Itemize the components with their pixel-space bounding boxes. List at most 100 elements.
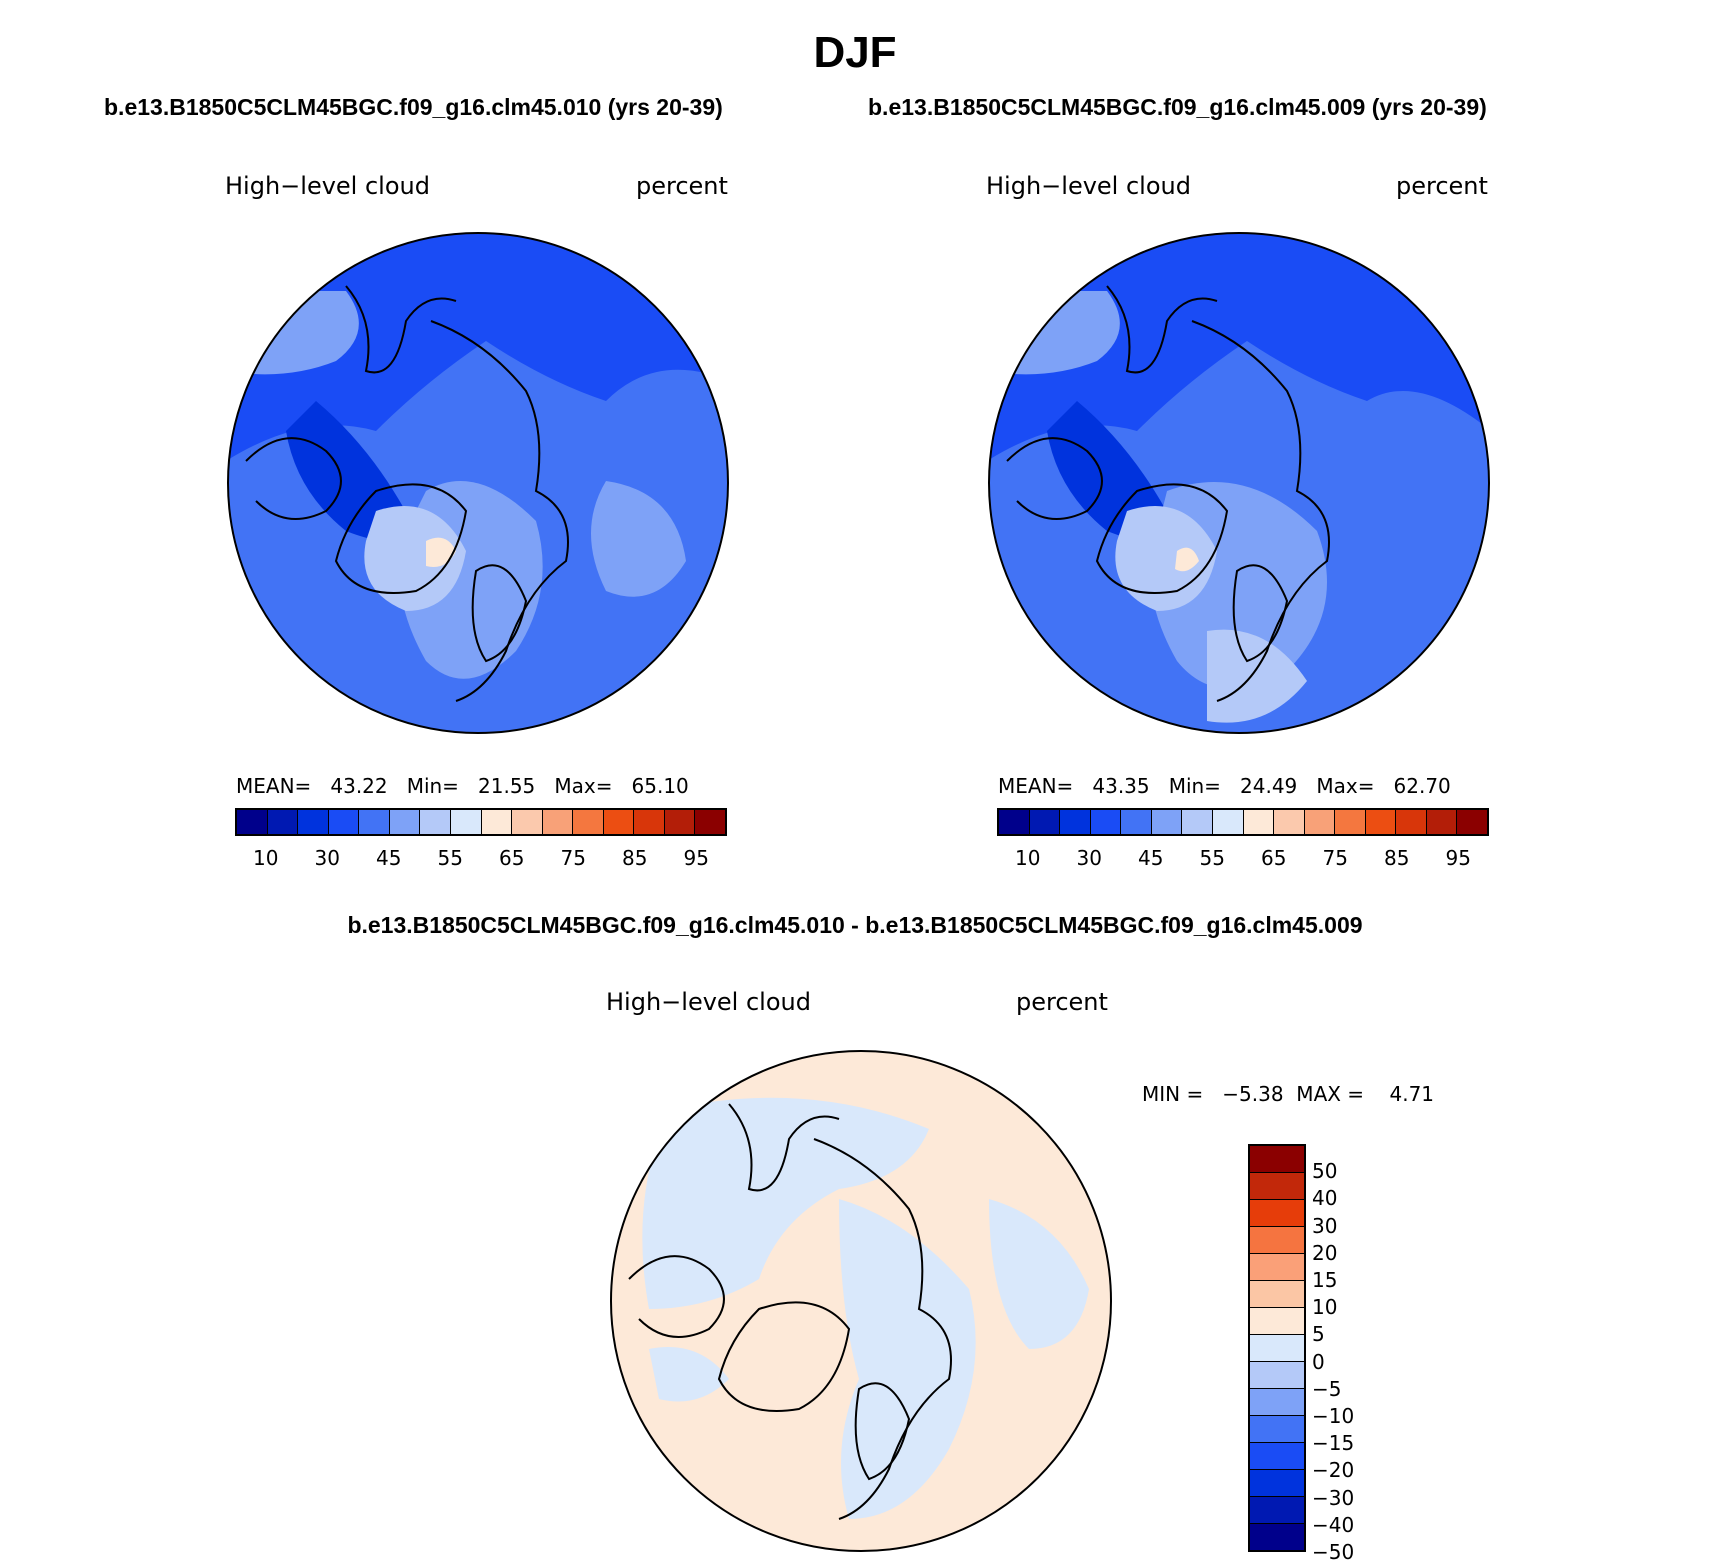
- colorbar-swatch: [1274, 810, 1305, 834]
- coastline: [471, 564, 528, 663]
- colorbar-swatch: [1250, 1173, 1304, 1200]
- colorbar-swatch: [1365, 810, 1397, 834]
- colorbar-tick-label: 65: [499, 846, 525, 870]
- coastline: [728, 1103, 840, 1192]
- colorbar-tick-label: −50: [1312, 1540, 1355, 1564]
- difference-units: percent: [1016, 988, 1108, 1016]
- colorbar-swatch: [1250, 1200, 1304, 1227]
- colorbar-swatch: [1426, 810, 1458, 834]
- field-high-cloud: [364, 506, 466, 611]
- colorbar-swatch: [1250, 1443, 1304, 1470]
- panel-right-units: percent: [1396, 172, 1488, 200]
- colorbar-tick-label: 40: [1312, 1186, 1338, 1211]
- colorbar-difference: [1248, 1144, 1306, 1552]
- colorbar-swatch: [1151, 810, 1183, 834]
- coastline: [717, 1301, 851, 1412]
- field-negative: [642, 1097, 929, 1309]
- colorbar-swatch: [1182, 810, 1213, 834]
- colorbar-swatch: [1304, 810, 1336, 834]
- difference-title: b.e13.B1850C5CLM45BGC.f09_g16.clm45.010 …: [347, 912, 1363, 938]
- coastline: [1006, 437, 1103, 520]
- colorbar-tick-label: 20: [1312, 1240, 1338, 1265]
- colorbar-swatch: [267, 810, 299, 834]
- coastline: [334, 483, 468, 594]
- colorbar-swatch: [1212, 810, 1244, 834]
- colorbar-swatch: [389, 810, 421, 834]
- colorbar-swatch: [420, 810, 451, 834]
- field-max-cloud: [1175, 547, 1199, 572]
- colorbar-swatch: [1090, 810, 1122, 834]
- coastline: [854, 1382, 911, 1481]
- field-high-cloud: [1115, 506, 1217, 611]
- colorbar-tick-label: 45: [376, 846, 402, 870]
- panel-left-stats: MEAN= 43.22 Min= 21.55 Max= 65.10: [236, 774, 689, 798]
- panel-left-case-title: b.e13.B1850C5CLM45BGC.f09_g16.clm45.010 …: [104, 94, 723, 120]
- colorbar-tick-label: 65: [1261, 846, 1287, 870]
- coastline: [813, 1138, 952, 1520]
- colorbar-swatch: [1250, 1335, 1304, 1362]
- colorbar-swatch: [999, 810, 1030, 834]
- panel-right-variable: High−level cloud: [986, 172, 1191, 200]
- colorbar-tick-label: 75: [560, 846, 586, 870]
- colorbar-swatch: [1250, 1470, 1304, 1497]
- figure-title: DJF: [813, 28, 897, 77]
- colorbar-tick-label: −30: [1312, 1485, 1355, 1510]
- colorbar-swatch: [1250, 1308, 1304, 1335]
- colorbar-swatch: [237, 810, 268, 834]
- field-negative: [989, 1199, 1089, 1349]
- field-min-cloud: [286, 401, 416, 541]
- colorbar-swatch: [512, 810, 543, 834]
- colorbar-swatch: [695, 810, 725, 834]
- panel-left-variable: High−level cloud: [225, 172, 430, 200]
- colorbar-right: [997, 808, 1489, 836]
- colorbar-swatch: [1457, 810, 1487, 834]
- colorbar-swatch: [481, 810, 513, 834]
- colorbar-swatch: [603, 810, 635, 834]
- difference-stats: MIN = −5.38 MAX = 4.71: [1142, 1082, 1435, 1106]
- colorbar-tick-label: −10: [1312, 1404, 1355, 1428]
- colorbar-swatch: [1029, 810, 1061, 834]
- colorbar-tick-label: 0: [1312, 1349, 1325, 1374]
- colorbar-swatch: [1250, 1281, 1304, 1308]
- colorbar-swatch: [298, 810, 329, 834]
- colorbar-swatch: [450, 810, 482, 834]
- panel-left-units: percent: [636, 172, 728, 200]
- coastlines: [1006, 285, 1330, 702]
- colorbar-tick-label: 10: [1015, 846, 1041, 870]
- panel-right-case-title: b.e13.B1850C5CLM45BGC.f09_g16.clm45.009 …: [868, 94, 1487, 120]
- colorbar-swatch: [1250, 1254, 1304, 1281]
- colorbar-swatch: [1121, 810, 1152, 834]
- colorbar-swatch: [1060, 810, 1091, 834]
- colorbar-swatch: [328, 810, 360, 834]
- colorbar-tick-label: −40: [1312, 1512, 1355, 1537]
- colorbar-tick-label: 75: [1322, 846, 1348, 870]
- colorbar-swatch: [664, 810, 696, 834]
- colorbar-tick-label: 10: [1312, 1295, 1338, 1320]
- map-border: [988, 232, 1490, 734]
- colorbar-tick-label: 85: [622, 846, 648, 870]
- coastline: [1191, 320, 1330, 702]
- field-high-cloud: [1207, 629, 1307, 723]
- coastlines: [245, 285, 569, 702]
- colorbar-swatch: [1250, 1389, 1304, 1416]
- colorbar-tick-label: 5: [1312, 1322, 1325, 1347]
- coastline: [430, 320, 569, 702]
- field-mid-cloud: [591, 481, 686, 597]
- colorbar-tick-label: 15: [1312, 1268, 1338, 1292]
- colorbar-tick-label: −5: [1312, 1376, 1342, 1401]
- colorbar-swatch: [359, 810, 390, 834]
- colorbar-swatch: [1250, 1416, 1304, 1443]
- colorbar-tick-label: 85: [1384, 846, 1410, 870]
- field-negative: [649, 1347, 729, 1402]
- colorbar-tick-label: −15: [1312, 1431, 1355, 1456]
- difference-variable: High−level cloud: [606, 988, 811, 1016]
- colorbar-swatch: [1250, 1146, 1304, 1173]
- coastline: [245, 437, 342, 520]
- coastline: [628, 1255, 725, 1338]
- colorbar-swatch: [1243, 810, 1275, 834]
- coastlines: [628, 1103, 952, 1520]
- coastline: [1232, 564, 1289, 663]
- colorbar-tick-label: 30: [1312, 1213, 1338, 1238]
- map-left: [227, 232, 729, 734]
- colorbar-tick-label: 30: [1076, 846, 1102, 870]
